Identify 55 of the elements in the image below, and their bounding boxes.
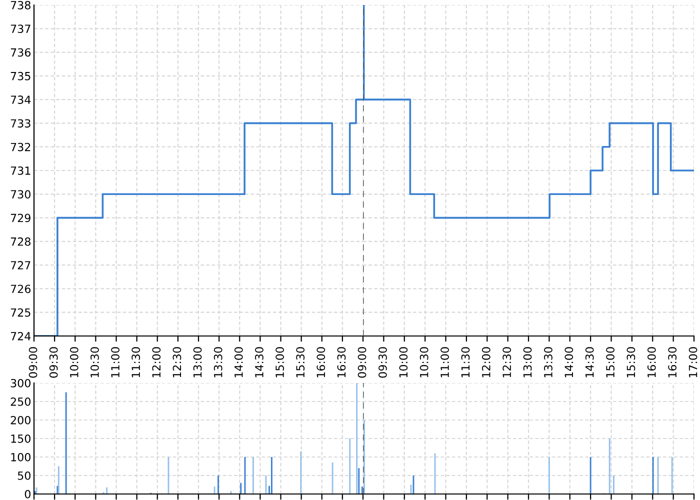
x-tick-label: 14:30 (255, 347, 264, 378)
y-tick-label: 150 (11, 434, 30, 443)
x-tick-label: 15:00 (606, 347, 614, 378)
x-tick-label: 10:30 (90, 347, 99, 378)
x-tick-label: 13:00 (523, 347, 532, 378)
y-tick-label: 724 (10, 332, 31, 340)
x-tick-label: 10:00 (70, 347, 78, 378)
x-tick-label: 16:30 (668, 347, 677, 378)
y-tick-label: 100 (11, 452, 30, 462)
y-tick-label: 730 (10, 190, 30, 199)
x-tick-label: 15:30 (296, 347, 305, 378)
y-tick-label: 737 (10, 24, 30, 34)
y-tick-label: 0 (24, 490, 30, 498)
x-tick-label: 16:30 (337, 347, 346, 378)
x-tick-label: 14:00 (564, 347, 574, 378)
y-tick-label: 733 (10, 119, 30, 128)
y-tick-label: 738 (10, 0, 30, 10)
y-tick-label: 725 (10, 308, 30, 317)
x-tick-label: 13:30 (544, 347, 552, 378)
y-tick-label: 200 (10, 416, 30, 424)
x-tick-label: 09:00 (28, 347, 38, 378)
x-tick-label: 11:00 (440, 347, 449, 378)
x-tick-label: 09:30 (378, 347, 387, 378)
y-tick-label: 50 (18, 471, 30, 480)
x-tick-label: 15:00 (276, 347, 284, 378)
x-tick-label: 12:00 (482, 347, 490, 378)
y-tick-label: 732 (10, 142, 30, 152)
y-tick-label: 728 (10, 237, 30, 246)
x-tick-label: 11:30 (461, 347, 470, 378)
x-tick-label: 14:00 (234, 347, 243, 378)
x-tick-label: 15:30 (626, 347, 636, 378)
x-tick-label: 12:30 (172, 347, 182, 378)
x-tick-label: 16:00 (316, 347, 326, 378)
x-tick-label: 14:30 (585, 347, 594, 378)
y-tick-label: 729 (10, 214, 30, 222)
x-tick-label: 12:00 (152, 347, 161, 378)
x-tick-label: 09:00 (358, 347, 366, 378)
x-tick-label: 17:00 (688, 347, 698, 378)
x-tick-label: 13:00 (193, 347, 202, 378)
y-tick-label: 736 (10, 48, 31, 57)
y-tick-label: 300 (10, 378, 30, 388)
y-tick-label: 731 (10, 166, 30, 175)
x-tick-label: 09:30 (49, 347, 58, 378)
x-tick-label: 10:00 (399, 347, 408, 378)
x-tick-label: 12:30 (502, 347, 512, 378)
x-tick-label: 11:00 (111, 347, 120, 378)
x-tick-label: 10:30 (420, 347, 428, 378)
y-tick-label: 735 (10, 72, 30, 80)
y-tick-label: 726 (10, 284, 31, 294)
x-tick-label: 13:30 (214, 347, 222, 378)
y-tick-label: 250 (10, 397, 30, 406)
y-tick-label: 727 (10, 261, 30, 270)
x-tick-label: 11:30 (132, 347, 140, 378)
x-tick-label: 16:00 (647, 347, 656, 378)
y-tick-label: 734 (10, 96, 31, 104)
